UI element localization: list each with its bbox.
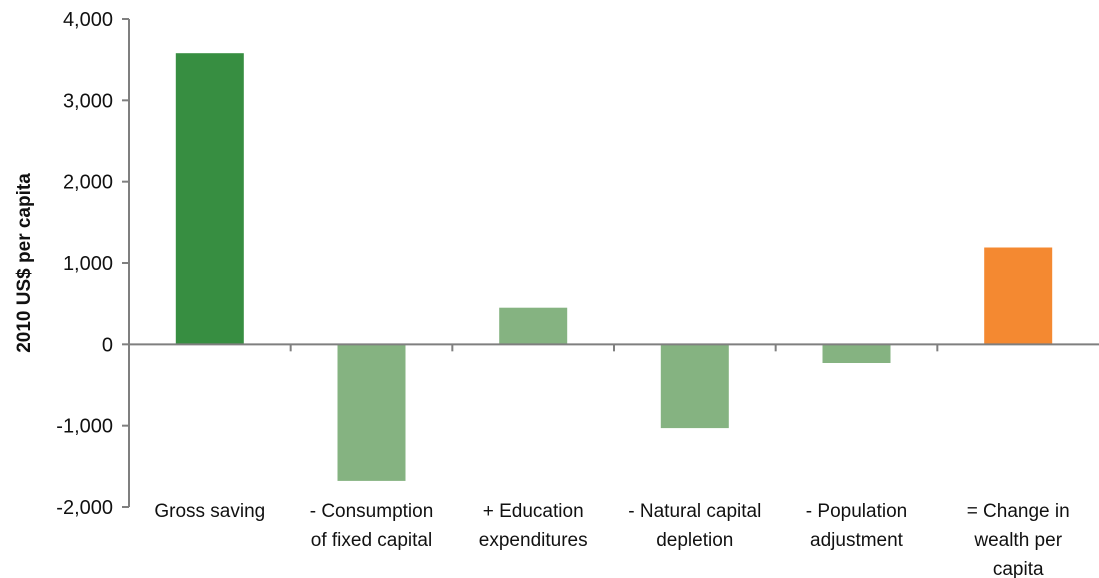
y-tick-label: 3,000 <box>63 90 113 112</box>
y-tick-label: 2,000 <box>63 172 113 194</box>
x-category-label: + Education expenditures <box>479 501 588 551</box>
bar <box>984 247 1053 345</box>
x-category-label: = Change in wealth per capita <box>967 501 1070 578</box>
x-axis: Gross saving - Consumption of fixed capita… <box>129 343 1099 578</box>
y-tick-label: 0 <box>102 334 113 356</box>
y-axis: 4,000 3,000 2,000 1,000 0 -1,000 -2,000 <box>56 9 130 519</box>
y-tick-label: 4,000 <box>63 9 113 31</box>
bar <box>499 307 568 345</box>
x-category-label: - Natural capital depletion <box>628 501 761 551</box>
x-category-label: - Consumption of fixed capital <box>310 501 434 551</box>
x-category-label: Gross saving <box>154 501 265 522</box>
y-axis-title: 2010 US$ per capita <box>14 173 35 353</box>
bar <box>337 344 406 481</box>
bar <box>660 344 729 429</box>
x-category-label: - Population adjustment <box>806 501 907 551</box>
bars <box>175 53 1053 481</box>
y-tick-label: -2,000 <box>56 497 113 519</box>
y-tick-label: 1,000 <box>63 253 113 275</box>
y-tick-label: -1,000 <box>56 416 113 438</box>
bar <box>175 53 244 345</box>
bar <box>822 344 891 363</box>
